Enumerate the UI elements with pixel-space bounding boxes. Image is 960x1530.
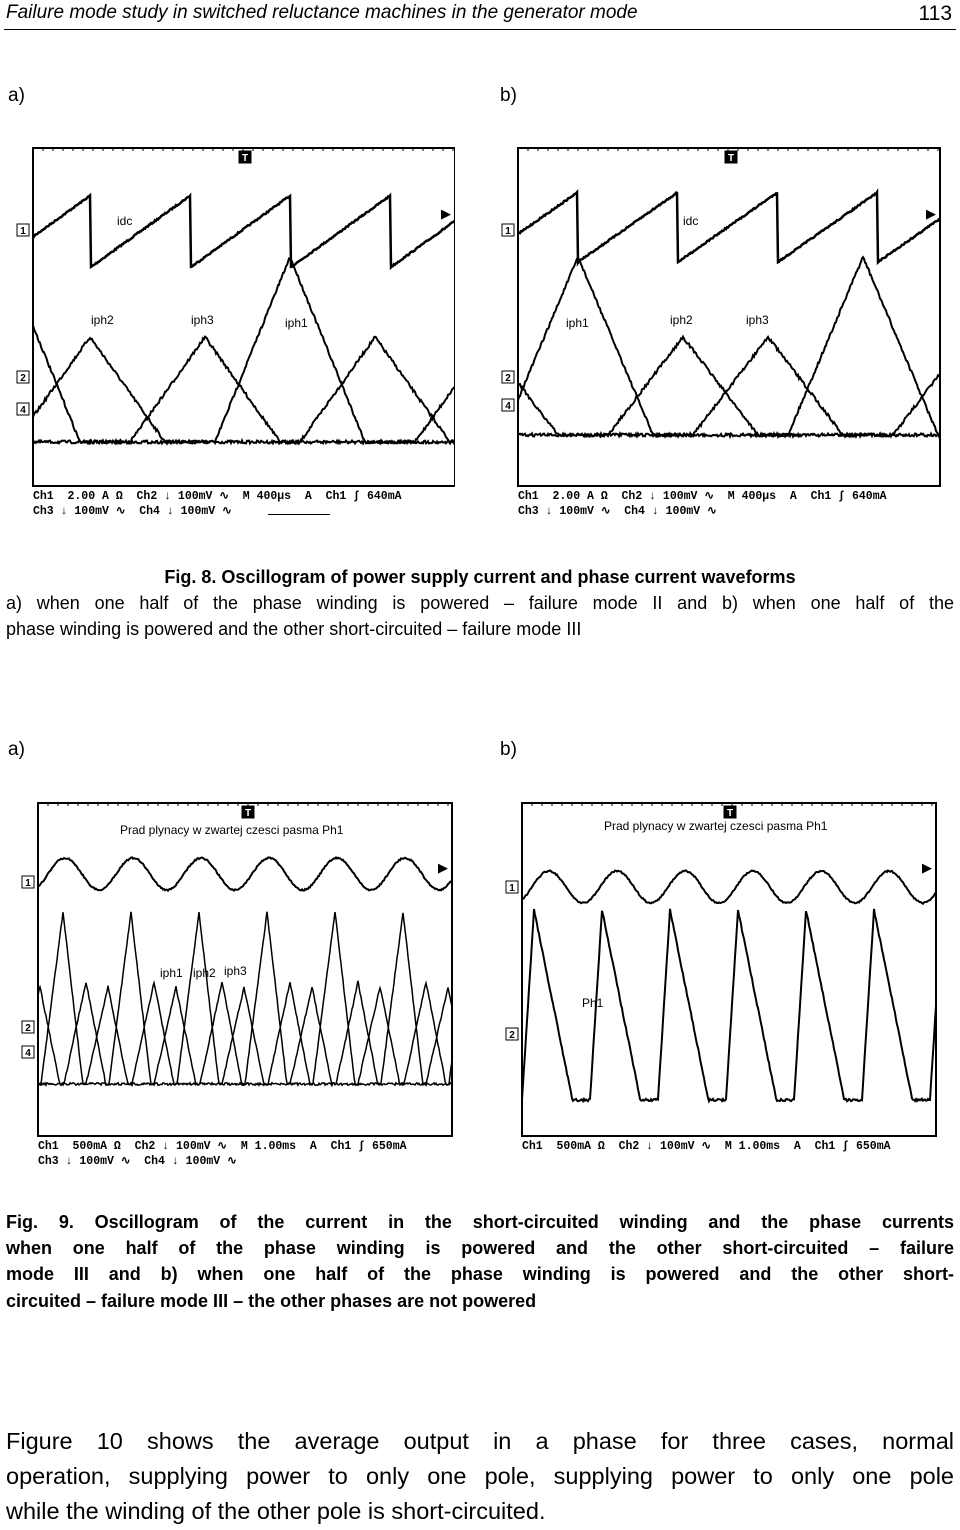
oscillogram: T 1 2 4 Prad plynacy w zwartej czesci pasma … (21, 802, 453, 1167)
channel-marker-box (238, 150, 252, 164)
waveform (517, 188, 941, 267)
channel-marker-box (501, 370, 515, 384)
waveform (521, 908, 937, 1104)
channel-marker: 4 (505, 401, 511, 412)
trace-label: iph2 (670, 313, 693, 327)
channel-marker-box (21, 1020, 35, 1034)
trace-label: idc (683, 214, 698, 228)
trace-label: iph1 (160, 966, 183, 980)
trace-label: iph2 (91, 313, 114, 327)
caption-line: phase winding is powered and the other s… (6, 619, 582, 639)
panel-label: a) (8, 739, 25, 760)
oscillogram: T 1 2 4 idc iph2 iph3 iph1 Ch1 2.00 A Ω Ch2 ↓ 10… (16, 147, 455, 518)
status-row: Ch3 ↓ 100mV ∿ Ch4 ↓ 100mV ∿ (38, 1155, 237, 1167)
rule (268, 514, 330, 515)
channel-marker: 4 (25, 1048, 31, 1059)
body-line: while the winding of the other pole is s… (6, 1498, 546, 1524)
channel-marker-box (724, 150, 738, 164)
channel-marker-box (16, 223, 30, 237)
caption-line: when one half of the phase winding is po… (6, 1238, 954, 1258)
caption-line: Fig. 9. Oscillogram of the current in th… (6, 1212, 954, 1232)
channel-marker: 2 (509, 1030, 515, 1041)
channel-marker-box (501, 398, 515, 412)
waveform (37, 979, 453, 1088)
panel-label: a) (8, 85, 25, 106)
oscillogram: T 1 2 4 idc iph1 iph2 iph3 Ch1 2.00 A Ω Ch2 ↓ 10… (501, 147, 941, 518)
channel-marker: 2 (20, 373, 26, 384)
channel-marker-box (241, 805, 255, 819)
body-line: operation, supplying power to only one p… (6, 1463, 954, 1489)
position-arrow (926, 209, 936, 220)
position-arrow (441, 209, 451, 220)
trace-label: Prad plynacy w zwartej czesci pasma Ph1 (604, 819, 828, 833)
channel-marker-box (16, 370, 30, 384)
channel-marker: T (245, 808, 251, 819)
waveform (521, 869, 937, 905)
trace-label: iph3 (191, 313, 214, 327)
channel-marker: 1 (20, 226, 26, 237)
status-row: Ch1 500mA Ω Ch2 ↓ 100mV ∿ M 1.00ms A Ch1… (38, 1140, 407, 1153)
status-row: Ch3 ↓ 100mV ∿ Ch4 ↓ 100mV ∿ (518, 505, 717, 518)
channel-marker: 1 (25, 878, 31, 889)
channel-marker: T (727, 808, 733, 819)
waveform (32, 335, 455, 446)
caption-line: Fig. 8. Oscillogram of power supply curr… (164, 567, 796, 587)
screen-frame (32, 147, 455, 487)
caption-line: circuited – failure mode III – the other… (6, 1291, 537, 1311)
channel-marker-box (21, 1045, 35, 1059)
status-row: Ch1 2.00 A Ω Ch2 ↓ 100mV ∿ M 400µs A Ch1… (33, 490, 402, 503)
waveform (37, 856, 453, 893)
channel-marker-box (16, 402, 30, 416)
header-rule (4, 29, 956, 30)
screen-frame (517, 147, 941, 487)
screen-frame (521, 802, 937, 1137)
page-number: 113 (918, 2, 952, 25)
trace-label: Ph1 (582, 996, 604, 1010)
status-row: Ch1 500mA Ω Ch2 ↓ 100mV ∿ M 1.00ms A Ch1… (522, 1140, 891, 1153)
trace-label: iph1 (566, 316, 589, 330)
waveform (37, 984, 453, 1088)
channel-marker: T (728, 153, 734, 164)
channel-marker-box (21, 875, 35, 889)
panel-label: b) (500, 739, 517, 760)
channel-marker-box (505, 880, 519, 894)
waveform (517, 255, 941, 440)
trace-label: iph3 (224, 964, 247, 978)
waveform (517, 334, 941, 439)
trace-label: iph1 (285, 316, 308, 330)
channel-marker-box (723, 805, 737, 819)
channel-marker-box (505, 1027, 519, 1041)
status-row: Ch3 ↓ 100mV ∿ Ch4 ↓ 100mV ∿ (33, 505, 232, 518)
channel-marker: 2 (25, 1023, 31, 1034)
status-row: Ch1 2.00 A Ω Ch2 ↓ 100mV ∿ M 400µs A Ch1… (518, 490, 887, 503)
trace-label: Prad plynacy w zwartej czesci pasma Ph1 (120, 823, 344, 837)
caption-line: mode III and b) when one half of the pha… (6, 1264, 954, 1284)
trace-label: iph2 (193, 966, 216, 980)
trace-label: iph3 (746, 313, 769, 327)
position-arrow (922, 863, 932, 874)
channel-marker: 1 (509, 883, 515, 894)
channel-marker: T (242, 153, 248, 164)
body-line: Figure 10 shows the average output in a … (6, 1428, 954, 1454)
trace-label: idc (117, 214, 132, 228)
oscillogram: T 1 2 Prad plynacy w zwartej czesci pasma P… (505, 802, 937, 1153)
running-header: Failure mode study in switched reluctanc… (6, 2, 638, 23)
channel-marker: 1 (505, 226, 511, 237)
position-arrow (438, 863, 448, 874)
channel-marker: 4 (20, 405, 26, 416)
panel-label: b) (500, 85, 517, 106)
channel-marker: 2 (505, 373, 511, 384)
waveform (32, 257, 455, 446)
channel-marker-box (501, 223, 515, 237)
caption-line: a) when one half of the phase winding is… (6, 593, 954, 613)
waveform (32, 192, 455, 271)
